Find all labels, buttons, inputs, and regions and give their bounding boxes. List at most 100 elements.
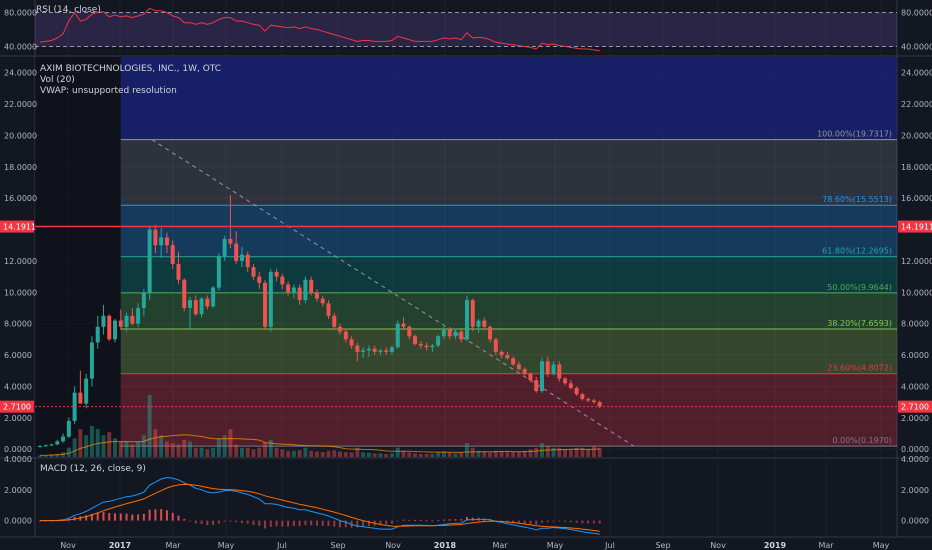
candle[interactable] xyxy=(292,288,296,293)
candle[interactable] xyxy=(436,336,440,345)
candle[interactable] xyxy=(575,388,579,394)
candle[interactable] xyxy=(494,339,498,352)
candle[interactable] xyxy=(217,256,221,287)
candle[interactable] xyxy=(90,342,94,378)
candle[interactable] xyxy=(38,446,42,447)
candle[interactable] xyxy=(309,280,313,293)
candle[interactable] xyxy=(234,244,238,261)
candle[interactable] xyxy=(50,444,54,445)
candle[interactable] xyxy=(200,299,204,315)
candle[interactable] xyxy=(500,352,504,355)
rsi-legend[interactable]: RSI (14, close) xyxy=(36,5,101,16)
candle[interactable] xyxy=(153,230,157,246)
candle[interactable] xyxy=(373,349,377,352)
candle[interactable] xyxy=(228,239,232,244)
candle[interactable] xyxy=(413,336,417,344)
candle[interactable] xyxy=(165,237,169,245)
candle[interactable] xyxy=(113,321,117,340)
candle[interactable] xyxy=(44,445,48,446)
candle[interactable] xyxy=(361,350,365,352)
candle[interactable] xyxy=(280,277,284,285)
candle[interactable] xyxy=(592,401,596,403)
candle[interactable] xyxy=(188,300,192,308)
candle[interactable] xyxy=(586,399,590,401)
candle[interactable] xyxy=(107,316,111,340)
candle[interactable] xyxy=(327,303,331,316)
candle[interactable] xyxy=(419,344,423,346)
volume-legend[interactable]: Vol (20) xyxy=(40,75,75,86)
candle[interactable] xyxy=(390,347,394,352)
candle[interactable] xyxy=(511,358,515,364)
candle[interactable] xyxy=(350,339,354,345)
candle[interactable] xyxy=(557,364,561,378)
candle[interactable] xyxy=(482,321,486,327)
candle[interactable] xyxy=(580,394,584,399)
candle[interactable] xyxy=(78,393,82,404)
candle[interactable] xyxy=(223,239,227,256)
candle[interactable] xyxy=(598,402,602,407)
candle[interactable] xyxy=(136,308,140,324)
candle[interactable] xyxy=(528,374,532,380)
candle[interactable] xyxy=(246,255,250,268)
candle[interactable] xyxy=(477,321,481,327)
candle[interactable] xyxy=(240,255,244,261)
candle[interactable] xyxy=(303,280,307,300)
candle[interactable] xyxy=(540,361,544,391)
candle[interactable] xyxy=(205,299,209,307)
candle[interactable] xyxy=(367,349,371,351)
candle[interactable] xyxy=(130,316,134,324)
candle[interactable] xyxy=(430,346,434,348)
candle[interactable] xyxy=(55,441,59,444)
candle[interactable] xyxy=(67,421,71,437)
candle[interactable] xyxy=(552,364,556,373)
candle[interactable] xyxy=(61,437,65,442)
candle[interactable] xyxy=(546,361,550,374)
candle[interactable] xyxy=(263,283,267,327)
candle[interactable] xyxy=(119,321,123,327)
candle[interactable] xyxy=(315,292,319,298)
candle[interactable] xyxy=(182,280,186,308)
candle[interactable] xyxy=(453,332,457,337)
candle[interactable] xyxy=(159,237,163,245)
rsi-panel[interactable] xyxy=(35,8,897,51)
candle[interactable] xyxy=(275,272,279,277)
candle[interactable] xyxy=(176,264,180,280)
candle[interactable] xyxy=(505,355,509,358)
candle[interactable] xyxy=(84,379,88,404)
macd-legend[interactable]: MACD (12, 26, close, 9) xyxy=(40,464,146,475)
candle[interactable] xyxy=(563,379,567,384)
candle[interactable] xyxy=(355,346,359,352)
candle[interactable] xyxy=(286,284,290,292)
candle[interactable] xyxy=(378,350,382,352)
candle[interactable] xyxy=(101,316,105,327)
candle[interactable] xyxy=(321,299,325,304)
candle[interactable] xyxy=(384,350,388,352)
candle[interactable] xyxy=(523,369,527,374)
candle[interactable] xyxy=(402,324,406,327)
candle[interactable] xyxy=(148,230,152,293)
vwap-legend[interactable]: VWAP: unsupported resolution xyxy=(40,86,177,97)
candle[interactable] xyxy=(338,327,342,332)
candle[interactable] xyxy=(344,332,348,340)
candle[interactable] xyxy=(407,327,411,336)
candle[interactable] xyxy=(142,292,146,308)
candle[interactable] xyxy=(96,327,100,343)
candle[interactable] xyxy=(448,330,452,336)
candle[interactable] xyxy=(269,272,273,327)
candle[interactable] xyxy=(488,327,492,340)
candle[interactable] xyxy=(171,245,175,264)
candle[interactable] xyxy=(211,288,215,307)
candle[interactable] xyxy=(442,330,446,336)
candle[interactable] xyxy=(471,300,475,327)
candle[interactable] xyxy=(465,300,469,339)
candle[interactable] xyxy=(257,277,261,283)
candle[interactable] xyxy=(396,324,400,348)
candle[interactable] xyxy=(298,288,302,301)
candle[interactable] xyxy=(569,383,573,388)
candle[interactable] xyxy=(125,316,129,327)
candle[interactable] xyxy=(459,332,463,340)
candle[interactable] xyxy=(332,316,336,327)
candle[interactable] xyxy=(194,300,198,314)
symbol-title[interactable]: AXIM BIOTECHNOLOGIES, INC., 1W, OTC xyxy=(40,64,221,75)
candle[interactable] xyxy=(251,267,255,276)
